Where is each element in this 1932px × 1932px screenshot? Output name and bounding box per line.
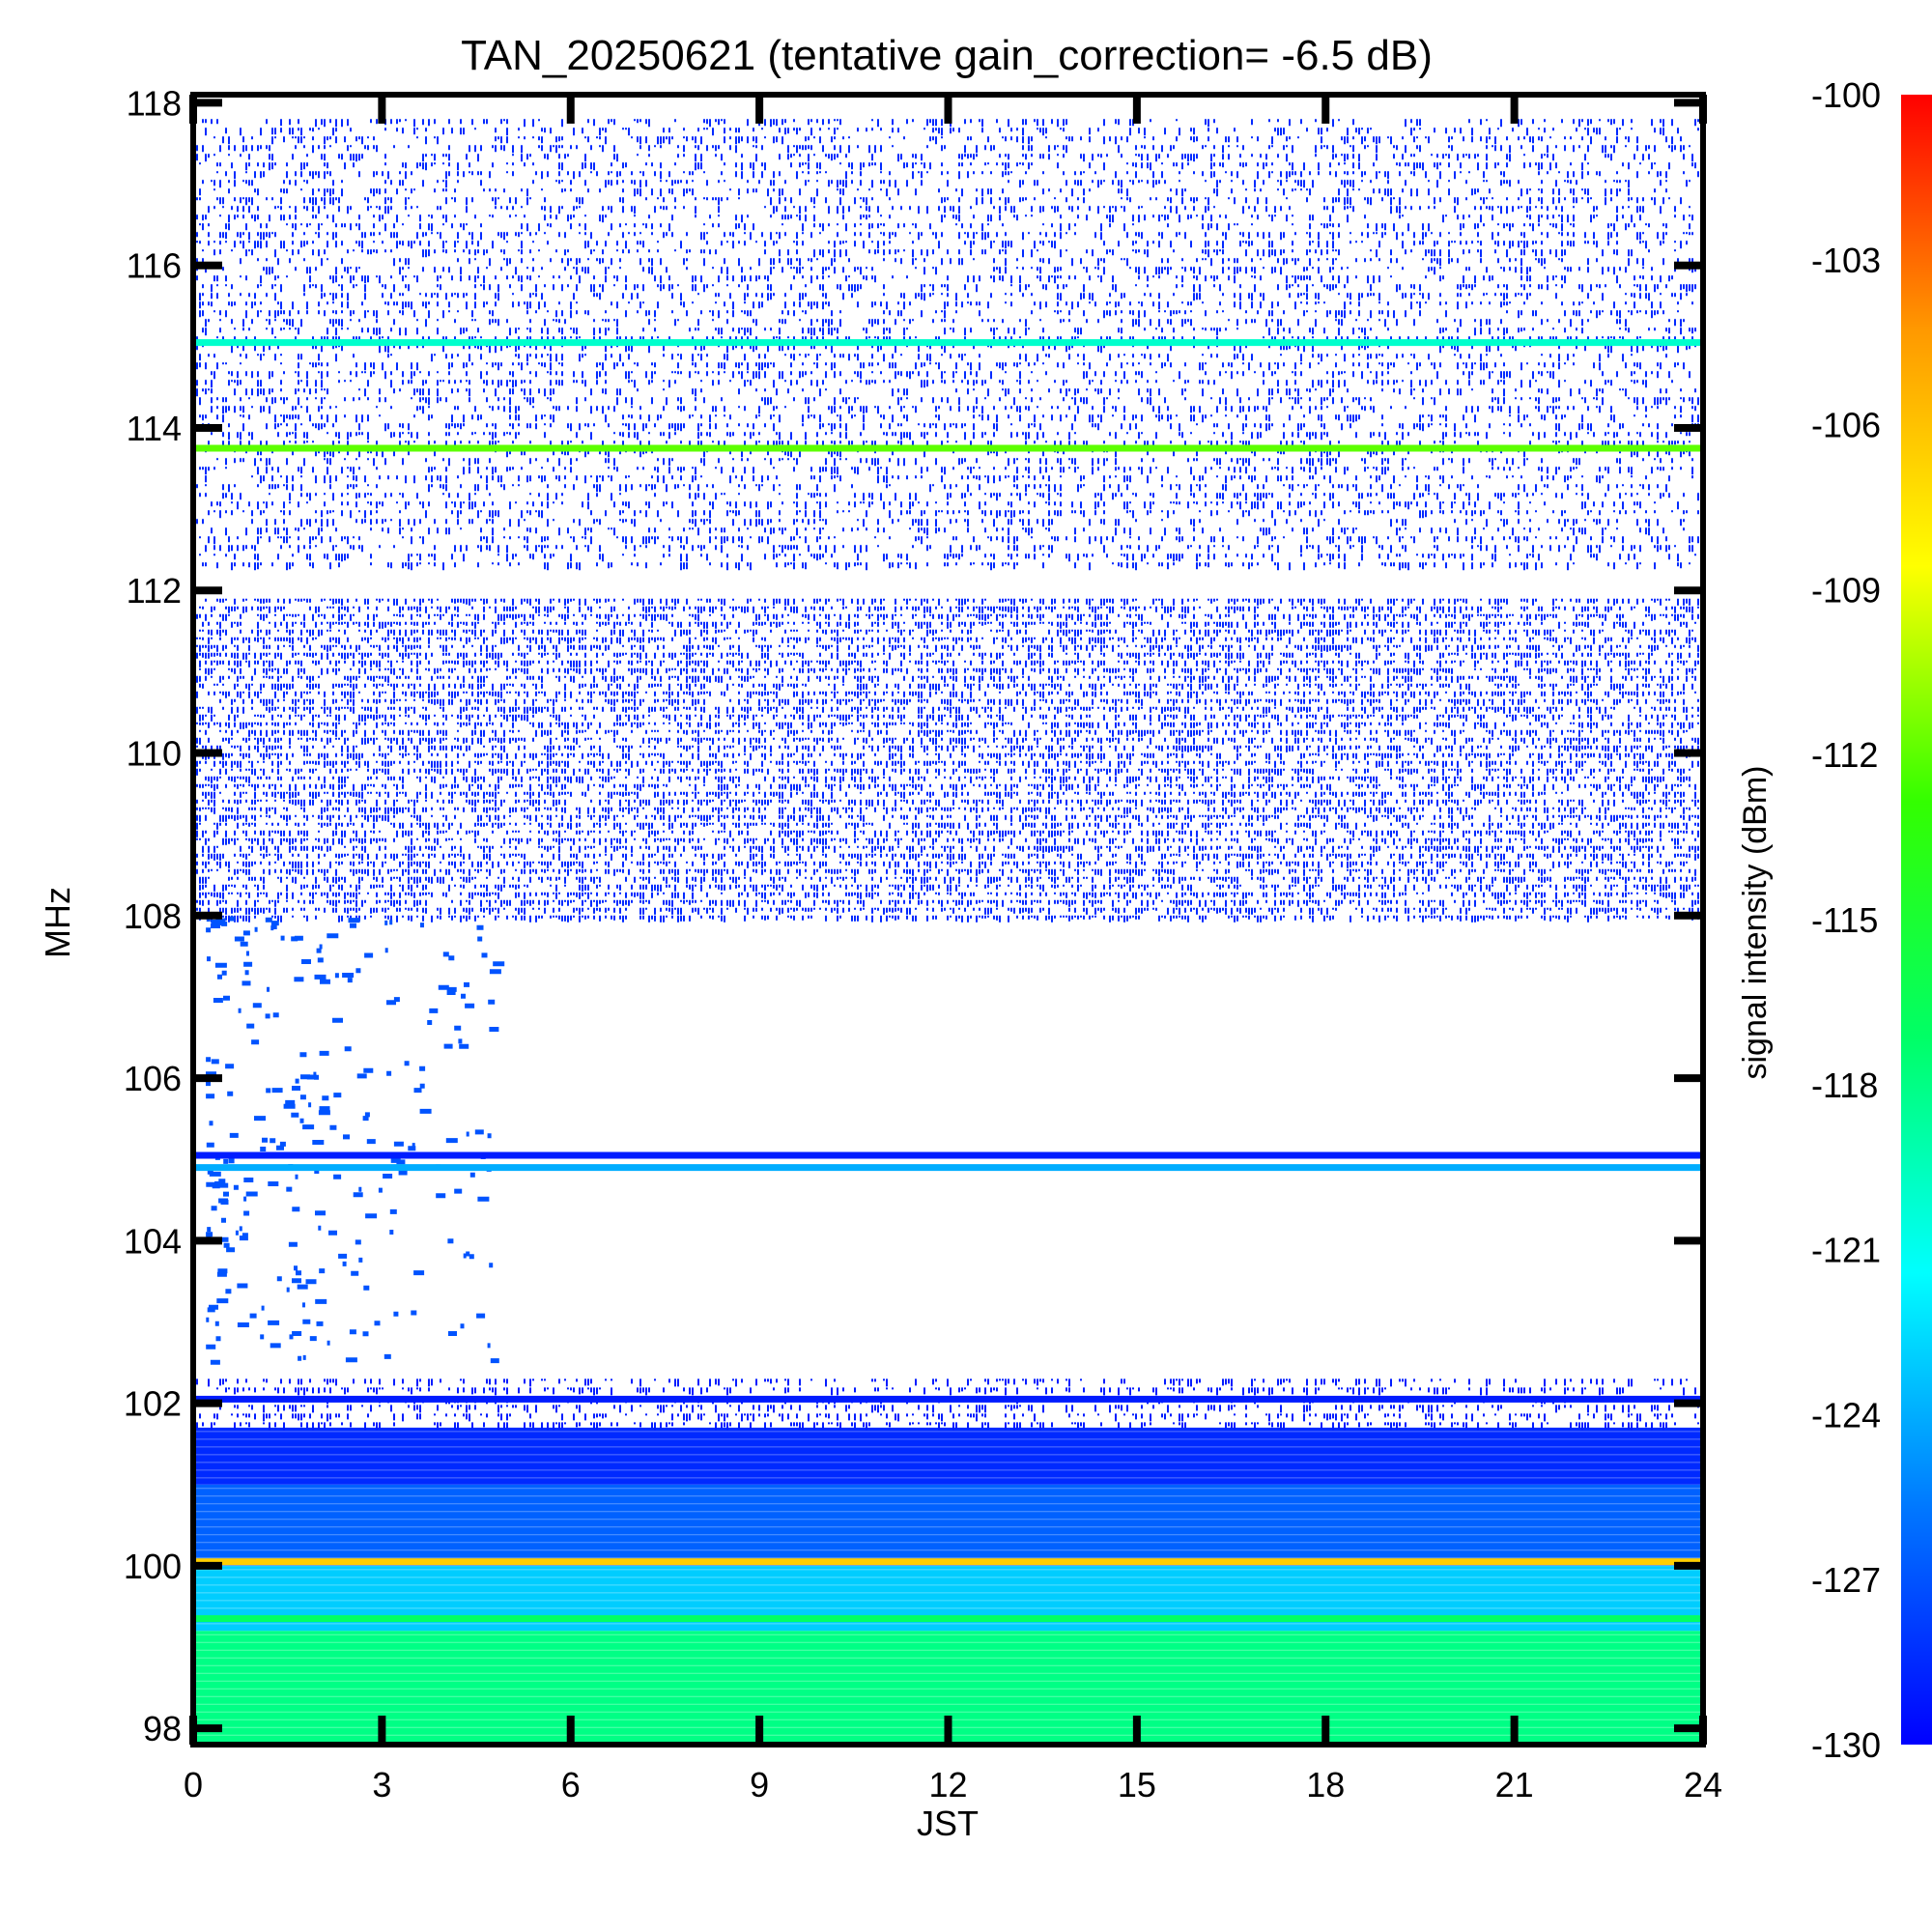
x-tick-label: 0 — [184, 1765, 203, 1804]
y-axis-label: MHz — [38, 887, 77, 958]
y-tick-label: 102 — [124, 1384, 182, 1424]
y-tick-label: 104 — [124, 1221, 182, 1261]
colorbar-tick-label: -118 — [1811, 1065, 1878, 1105]
y-tick-label: 98 — [143, 1709, 182, 1748]
x-tick-label: 18 — [1306, 1765, 1345, 1804]
colorbar-tick-label: -124 — [1811, 1395, 1881, 1435]
colorbar-tick-label: -121 — [1811, 1231, 1881, 1270]
colorbar-gradient — [1901, 95, 1932, 1745]
colorbar-tick-label: -130 — [1811, 1725, 1881, 1765]
colorbar-tick-label: -112 — [1811, 735, 1878, 775]
spectrum-speckle-band — [193, 1378, 1702, 1431]
x-tick-label: 15 — [1118, 1765, 1156, 1804]
y-tick-label: 110 — [127, 734, 182, 774]
colorbar-tick-label: -115 — [1811, 900, 1878, 940]
plot-frame — [190, 92, 1706, 1747]
colorbar-tick-label: -127 — [1811, 1560, 1881, 1600]
x-tick-label: 6 — [561, 1765, 581, 1804]
spectrum-band — [193, 1484, 1703, 1566]
y-tick-label: 106 — [124, 1059, 182, 1098]
x-tick-label: 3 — [372, 1765, 391, 1804]
y-axis: 98 100 102 104 106 108 110 112 114 116 118 — [124, 83, 1703, 1748]
x-tick-label: 24 — [1684, 1765, 1722, 1804]
colorbar-label: signal intensity (dBm) — [1737, 765, 1774, 1079]
spectrum-speckle-band — [193, 598, 1702, 923]
x-tick-label: 21 — [1495, 1765, 1534, 1804]
colorbar-tick-label: -100 — [1811, 75, 1881, 115]
colorbar: -100 -103 -106 -109 -112 -115 -118 -121 -124 -127… — [1811, 75, 1932, 1765]
y-tick-label: 118 — [127, 83, 182, 123]
x-axis-label: JST — [917, 1804, 979, 1843]
colorbar-tick-label: -106 — [1811, 406, 1881, 445]
spectral-line — [193, 1395, 1703, 1403]
spectral-line — [193, 444, 1703, 452]
y-tick-label: 114 — [127, 409, 182, 448]
x-tick-label: 12 — [928, 1765, 967, 1804]
spectral-line — [193, 339, 1703, 347]
y-tick-label: 112 — [127, 571, 182, 611]
plot-area — [193, 119, 1703, 1745]
spectral-line — [193, 1615, 1703, 1623]
colorbar-tick-label: -103 — [1811, 241, 1881, 280]
spectrum-speckle-band — [193, 119, 1702, 571]
y-tick-label: 100 — [124, 1547, 182, 1586]
x-tick-label: 9 — [750, 1765, 769, 1804]
spectral-line — [193, 1164, 1703, 1172]
spectrum-band — [193, 1427, 1703, 1485]
spectral-line — [193, 1558, 1703, 1566]
spectral-line — [193, 1151, 1703, 1159]
chart-title: TAN_20250621 (tentative gain_correction=… — [461, 32, 1433, 79]
sporadic-signals — [206, 916, 505, 1365]
y-tick-label: 116 — [127, 246, 182, 286]
y-tick-label: 108 — [124, 896, 182, 936]
colorbar-tick-label: -109 — [1811, 570, 1881, 610]
